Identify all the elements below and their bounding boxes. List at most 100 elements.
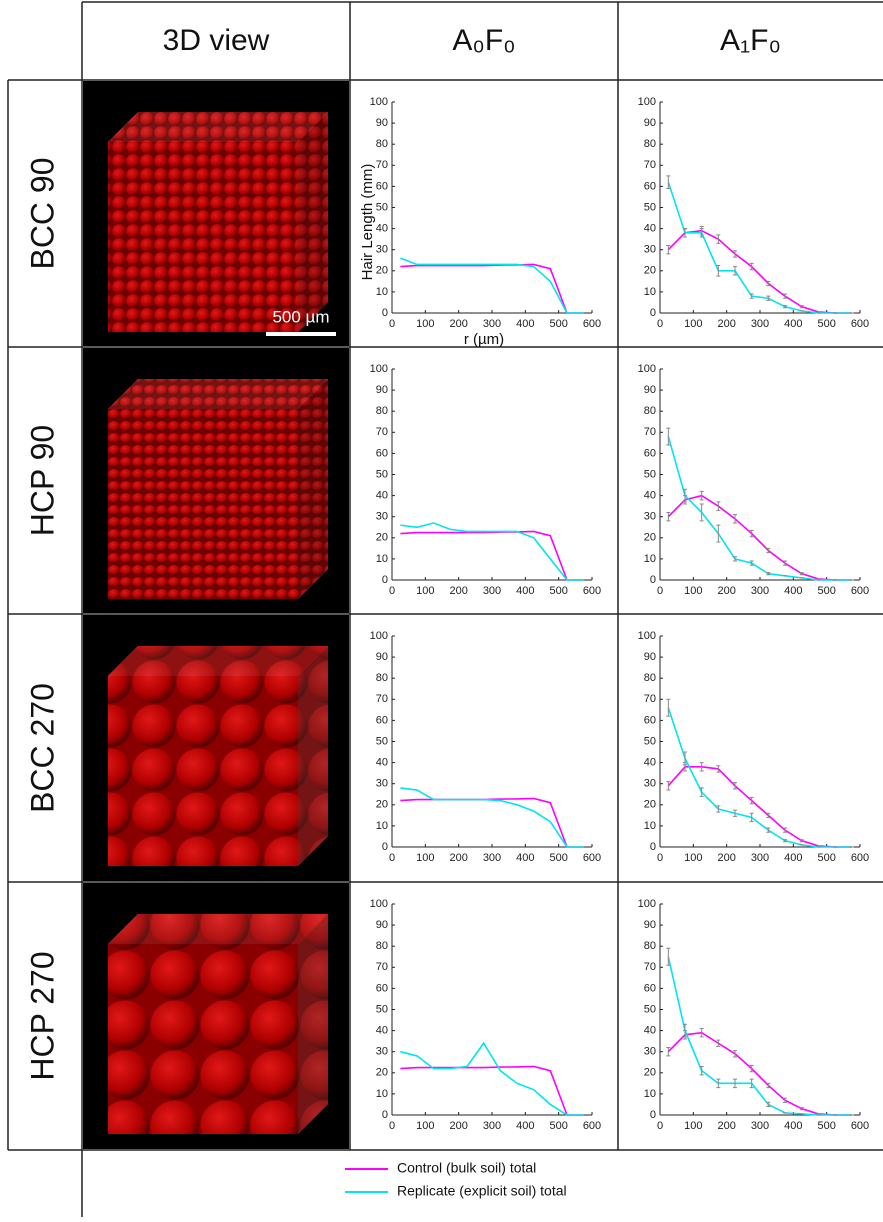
- cube-face: [108, 409, 298, 599]
- x-tick-label: 300: [751, 1120, 769, 1132]
- x-tick-label: 400: [784, 585, 802, 597]
- y-axis-label: Hair Length (mm): [359, 164, 376, 281]
- data-line: [667, 181, 852, 314]
- error-bar: [766, 295, 771, 301]
- y-tick-label: 80: [644, 940, 656, 952]
- data-line: [400, 257, 584, 314]
- error-bar: [716, 524, 721, 543]
- row-header: BCC 90: [24, 157, 60, 269]
- y-tick-label: 60: [376, 714, 388, 726]
- y-tick-label: 60: [376, 180, 388, 192]
- x-tick-label: 300: [751, 318, 769, 330]
- y-tick-label: 30: [376, 511, 388, 523]
- y-tick-label: 90: [376, 384, 388, 396]
- error-bar: [666, 698, 671, 717]
- error-bar: [749, 1064, 754, 1073]
- y-tick-label: 20: [376, 799, 388, 811]
- x-tick-label: 100: [416, 852, 434, 864]
- error-bar: [749, 1078, 754, 1089]
- y-tick-label: 10: [376, 286, 388, 298]
- x-tick-label: 500: [817, 585, 835, 597]
- y-tick-label: 90: [644, 651, 656, 663]
- legend-label: Control (bulk soil) total: [397, 1160, 536, 1176]
- y-tick-label: 60: [644, 180, 656, 192]
- x-tick-label: 100: [684, 852, 702, 864]
- x-tick-label: 500: [549, 318, 567, 330]
- error-bar: [733, 782, 737, 790]
- column-header: 3D view: [163, 24, 270, 57]
- y-tick-label: 70: [644, 693, 656, 705]
- error-bar: [749, 293, 754, 299]
- x-tick-label: 100: [416, 318, 434, 330]
- y-tick-label: 50: [644, 1003, 656, 1015]
- error-bar: [716, 1039, 721, 1047]
- x-tick-label: 500: [817, 1120, 835, 1132]
- y-tick-label: 100: [370, 96, 388, 108]
- cube-face: [108, 676, 298, 866]
- y-tick-label: 10: [644, 553, 656, 565]
- data-line: [667, 766, 852, 848]
- error-bar: [683, 1023, 687, 1038]
- error-bar: [699, 228, 704, 238]
- x-tick-label: 400: [516, 1120, 534, 1132]
- error-bar: [666, 244, 671, 255]
- cube-face: [108, 646, 328, 676]
- x-tick-label: 200: [717, 1120, 735, 1132]
- y-tick-label: 20: [376, 532, 388, 544]
- y-tick-label: 40: [644, 757, 656, 769]
- y-tick-label: 50: [376, 468, 388, 480]
- x-tick-label: 300: [483, 585, 501, 597]
- y-tick-label: 40: [644, 223, 656, 235]
- error-bar: [716, 501, 721, 511]
- error-bar: [683, 228, 687, 238]
- error-bar: [783, 293, 787, 299]
- y-tick-label: 50: [376, 1003, 388, 1015]
- x-tick-label: 0: [389, 1120, 395, 1132]
- x-tick-label: 400: [516, 318, 534, 330]
- x-tick-label: 200: [449, 852, 467, 864]
- x-tick-label: 100: [684, 585, 702, 597]
- x-tick-label: 600: [583, 318, 601, 330]
- y-tick-label: 90: [644, 919, 656, 931]
- x-tick-label: 500: [817, 318, 835, 330]
- y-tick-label: 80: [644, 672, 656, 684]
- x-tick-label: 300: [751, 852, 769, 864]
- cube-face: [298, 646, 328, 866]
- error-bar: [749, 560, 754, 566]
- y-tick-label: 30: [644, 778, 656, 790]
- error-bar: [766, 827, 771, 833]
- y-tick-label: 40: [376, 490, 388, 502]
- x-tick-label: 500: [549, 852, 567, 864]
- column-header: A₀F₀: [452, 24, 515, 57]
- error-bar: [716, 765, 721, 773]
- y-tick-label: 20: [376, 265, 388, 277]
- y-tick-label: 60: [644, 447, 656, 459]
- error-bar: [683, 488, 687, 503]
- x-tick-label: 0: [657, 1120, 663, 1132]
- data-line: [400, 530, 584, 581]
- x-tick-label: 0: [657, 852, 663, 864]
- error-bar: [799, 1107, 804, 1111]
- y-tick-label: 80: [644, 138, 656, 150]
- x-tick-label: 200: [449, 585, 467, 597]
- y-tick-label: 50: [644, 468, 656, 480]
- y-tick-label: 80: [644, 405, 656, 417]
- y-tick-label: 80: [376, 672, 388, 684]
- error-bar: [666, 427, 671, 446]
- error-bar: [733, 514, 737, 524]
- error-bar: [716, 265, 721, 277]
- y-tick-label: 50: [644, 201, 656, 213]
- x-tick-label: 100: [416, 1120, 434, 1132]
- data-line: [400, 797, 584, 848]
- y-tick-label: 10: [376, 820, 388, 832]
- cube-face: [298, 112, 328, 332]
- y-tick-label: 70: [376, 693, 388, 705]
- x-tick-label: 200: [449, 318, 467, 330]
- x-tick-label: 600: [583, 852, 601, 864]
- error-bar: [666, 781, 671, 791]
- y-tick-label: 40: [376, 223, 388, 235]
- x-tick-label: 100: [684, 318, 702, 330]
- y-tick-label: 0: [650, 574, 656, 586]
- y-tick-label: 90: [644, 384, 656, 396]
- y-tick-label: 60: [644, 982, 656, 994]
